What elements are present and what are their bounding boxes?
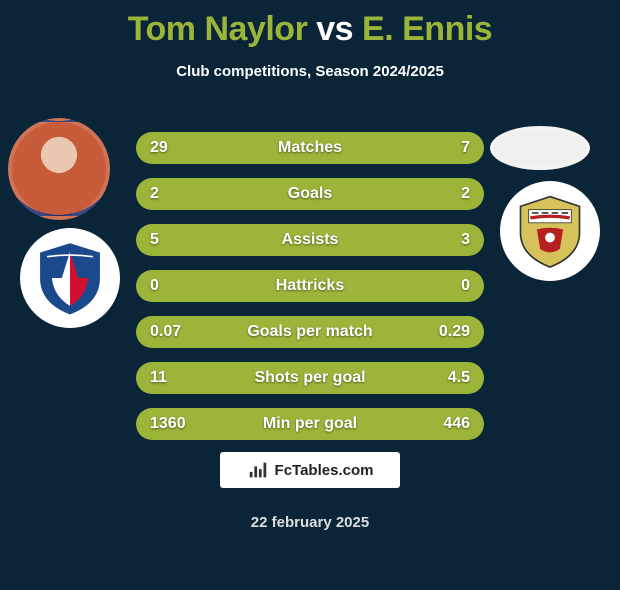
stat-row: 0.07 Goals per match 0.29: [136, 316, 484, 348]
chesterfield-shield-icon: [29, 237, 111, 319]
stat-right-value: 446: [430, 415, 470, 433]
date-text: 22 february 2025: [0, 514, 620, 531]
brand-badge[interactable]: FcTables.com: [220, 452, 400, 488]
page-title: Tom Naylor vs E. Ennis: [0, 10, 620, 49]
player2-avatar: [490, 126, 590, 170]
chart-icon: [247, 459, 269, 481]
player2-name: E. Ennis: [362, 10, 492, 48]
doncaster-shield-icon: [509, 190, 591, 272]
brand-text: FcTables.com: [275, 462, 374, 479]
stat-row: 2 Goals 2: [136, 178, 484, 210]
stat-row: 5 Assists 3: [136, 224, 484, 256]
stat-left-value: 0.07: [150, 323, 190, 341]
stat-left-value: 5: [150, 231, 190, 249]
stat-left-value: 2: [150, 185, 190, 203]
stat-left-value: 1360: [150, 415, 190, 433]
stat-right-value: 7: [430, 139, 470, 157]
stat-row: 29 Matches 7: [136, 132, 484, 164]
stat-row: 11 Shots per goal 4.5: [136, 362, 484, 394]
stat-right-value: 4.5: [430, 369, 470, 387]
player1-avatar: [8, 118, 110, 220]
subtitle: Club competitions, Season 2024/2025: [0, 63, 620, 80]
stat-right-value: 2: [430, 185, 470, 203]
stat-left-value: 0: [150, 277, 190, 295]
club-badge-left: [20, 228, 120, 328]
stat-left-value: 11: [150, 369, 190, 387]
vs-text: vs: [316, 10, 353, 48]
stat-row: 1360 Min per goal 446: [136, 408, 484, 440]
stat-row: 0 Hattricks 0: [136, 270, 484, 302]
stat-right-value: 0: [430, 277, 470, 295]
stats-panel: 29 Matches 7 2 Goals 2 5 Assists 3 0 Hat…: [136, 132, 484, 454]
stat-right-value: 0.29: [430, 323, 470, 341]
player1-name: Tom Naylor: [128, 10, 308, 48]
stat-left-value: 29: [150, 139, 190, 157]
stat-right-value: 3: [430, 231, 470, 249]
club-badge-right: [500, 181, 600, 281]
